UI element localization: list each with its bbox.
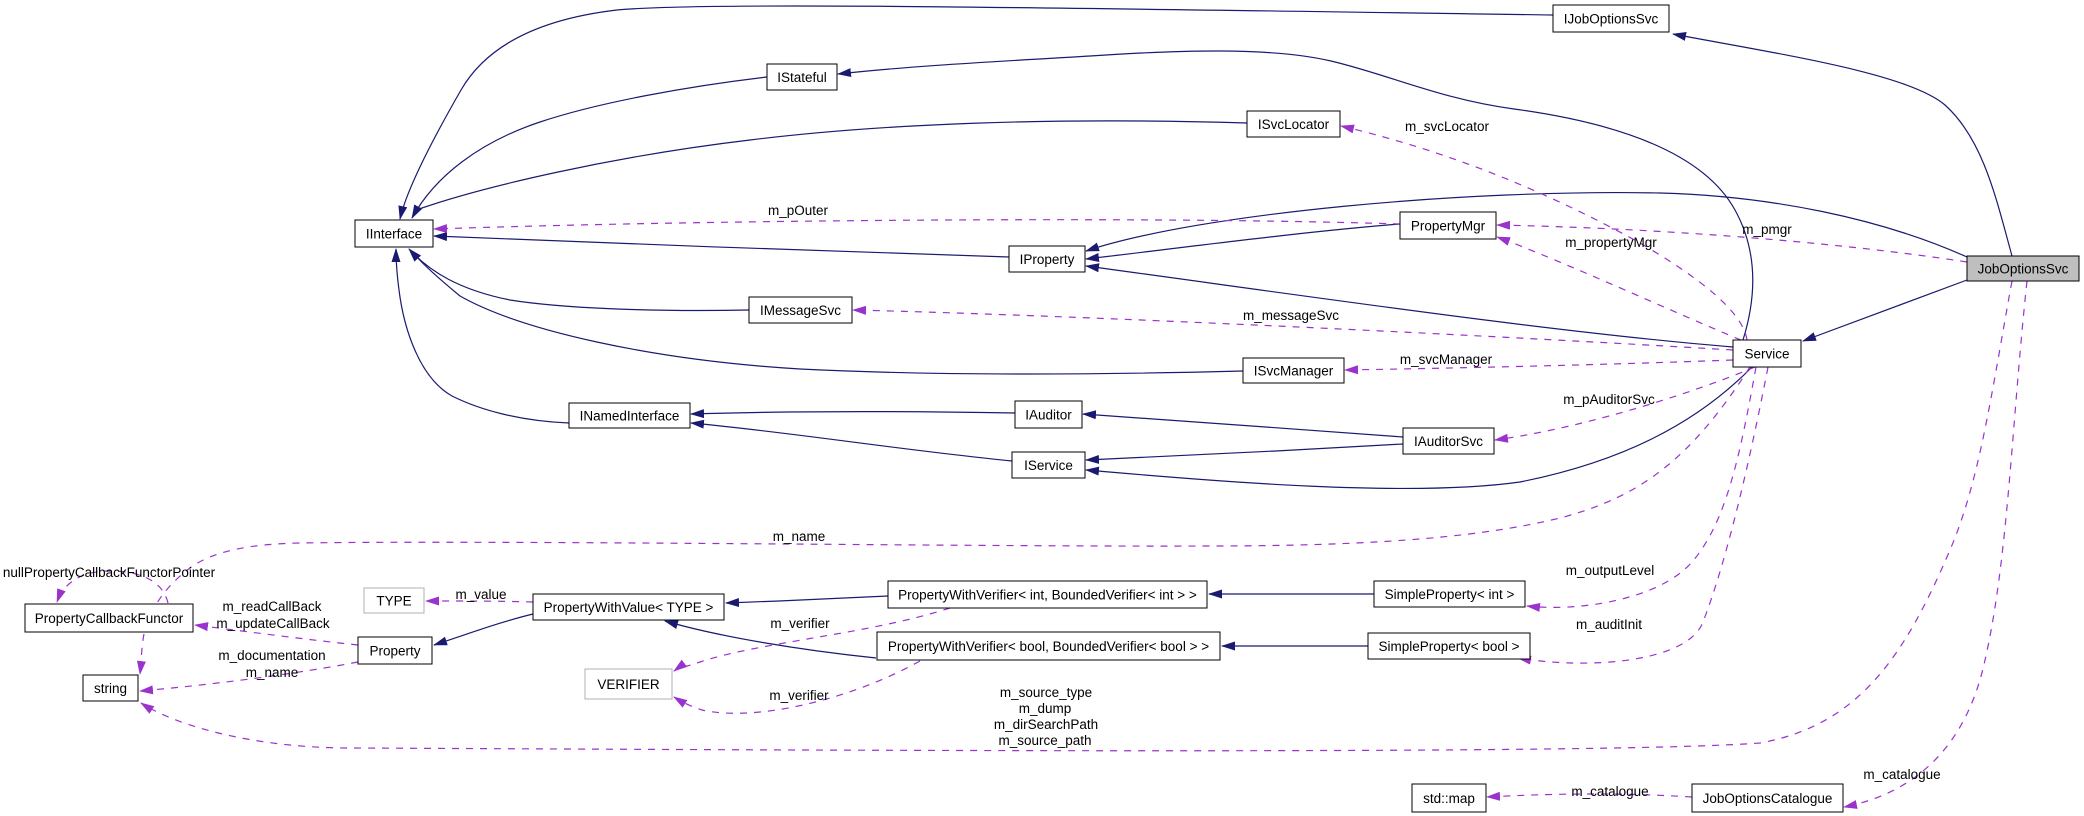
- svg-text:m_source_path: m_source_path: [998, 733, 1091, 748]
- svg-text:IMessageSvc: IMessageSvc: [760, 303, 841, 318]
- svg-text:m_source_type: m_source_type: [1000, 685, 1092, 700]
- svg-text:m_auditInit: m_auditInit: [1576, 617, 1642, 632]
- svg-text:JobOptionsSvc: JobOptionsSvc: [1978, 262, 2069, 277]
- svg-text:INamedInterface: INamedInterface: [580, 409, 680, 424]
- svg-text:m_catalogue: m_catalogue: [1863, 767, 1940, 782]
- svg-text:ISvcManager: ISvcManager: [1254, 364, 1334, 379]
- svg-text:Property: Property: [369, 644, 420, 659]
- svg-text:SimpleProperty< int >: SimpleProperty< int >: [1385, 587, 1515, 602]
- svg-text:VERIFIER: VERIFIER: [597, 677, 660, 692]
- svg-text:m_messageSvc: m_messageSvc: [1243, 308, 1339, 323]
- svg-text:PropertyMgr: PropertyMgr: [1411, 219, 1486, 234]
- svg-text:m_verifier: m_verifier: [769, 688, 829, 703]
- svg-text:IAuditorSvc: IAuditorSvc: [1414, 434, 1483, 449]
- svg-text:m_catalogue: m_catalogue: [1571, 784, 1648, 799]
- svg-text:IJobOptionsSvc: IJobOptionsSvc: [1564, 12, 1659, 27]
- svg-text:m_pmgr: m_pmgr: [1742, 222, 1792, 237]
- svg-text:ISvcLocator: ISvcLocator: [1258, 117, 1330, 132]
- svg-text:m_updateCallBack: m_updateCallBack: [216, 616, 330, 631]
- svg-text:m_name: m_name: [773, 529, 826, 544]
- svg-text:JobOptionsCatalogue: JobOptionsCatalogue: [1703, 791, 1833, 806]
- svg-text:IStateful: IStateful: [777, 70, 827, 85]
- svg-text:TYPE: TYPE: [376, 594, 411, 609]
- svg-text:m_readCallBack: m_readCallBack: [222, 599, 321, 614]
- svg-text:m_dump: m_dump: [1019, 701, 1072, 716]
- svg-text:IAuditor: IAuditor: [1025, 408, 1072, 423]
- svg-text:m_documentation: m_documentation: [218, 648, 325, 663]
- svg-text:nullPropertyCallbackFunctorPoi: nullPropertyCallbackFunctorPointer: [3, 565, 216, 580]
- svg-text:SimpleProperty< bool >: SimpleProperty< bool >: [1378, 639, 1519, 654]
- svg-text:m_value: m_value: [455, 587, 506, 602]
- svg-text:PropertyWithValue< TYPE >: PropertyWithValue< TYPE >: [544, 600, 714, 615]
- svg-text:m_svcLocator: m_svcLocator: [1405, 119, 1490, 134]
- svg-text:m_pAuditorSvc: m_pAuditorSvc: [1563, 392, 1655, 407]
- svg-text:PropertyWithVerifier< bool, Bo: PropertyWithVerifier< bool, BoundedVerif…: [888, 639, 1209, 654]
- svg-text:PropertyCallbackFunctor: PropertyCallbackFunctor: [35, 611, 184, 626]
- svg-text:m_verifier: m_verifier: [770, 616, 830, 631]
- svg-text:m_propertyMgr: m_propertyMgr: [1565, 235, 1657, 250]
- svg-text:m_svcManager: m_svcManager: [1400, 352, 1493, 367]
- svg-text:IInterface: IInterface: [366, 227, 422, 242]
- svg-text:string: string: [94, 681, 127, 696]
- svg-text:m_dirSearchPath: m_dirSearchPath: [994, 717, 1098, 732]
- svg-text:m_pOuter: m_pOuter: [768, 203, 829, 218]
- svg-text:IProperty: IProperty: [1020, 252, 1075, 267]
- svg-text:IService: IService: [1024, 458, 1073, 473]
- svg-text:Service: Service: [1744, 347, 1789, 362]
- svg-text:std::map: std::map: [1423, 791, 1475, 806]
- svg-text:m_name: m_name: [246, 665, 299, 680]
- svg-text:PropertyWithVerifier< int, Bou: PropertyWithVerifier< int, BoundedVerifi…: [898, 588, 1197, 603]
- svg-text:m_outputLevel: m_outputLevel: [1566, 563, 1655, 578]
